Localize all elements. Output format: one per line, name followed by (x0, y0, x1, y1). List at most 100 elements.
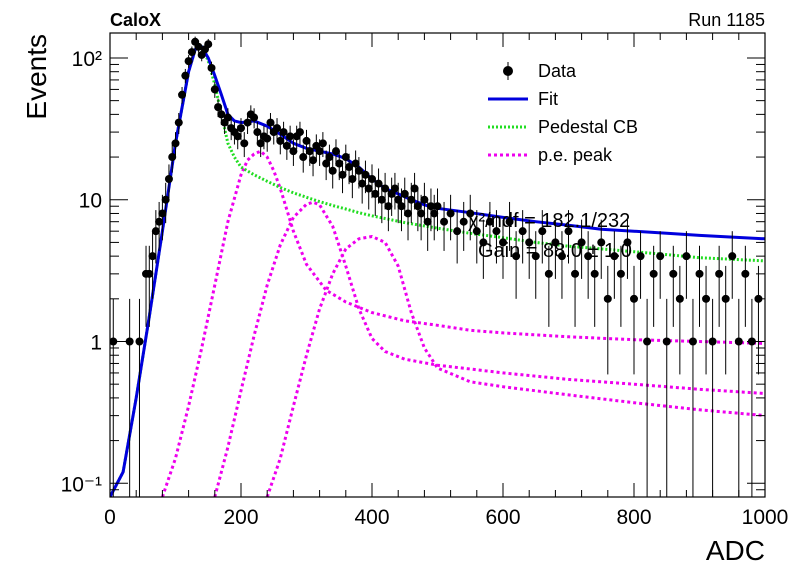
data-point (518, 210, 527, 264)
data-point (630, 265, 638, 375)
data-point (610, 231, 619, 299)
data-point (164, 164, 173, 199)
data-point (597, 219, 606, 279)
data-point (223, 108, 232, 129)
data-point (433, 188, 442, 232)
legend: Data Fit Pedestal CB p.e. peak (488, 61, 638, 165)
data-point (656, 231, 665, 299)
data-point (184, 55, 193, 68)
data-point (210, 81, 219, 98)
legend-marker (503, 66, 513, 76)
data-point (499, 219, 507, 279)
data-point (702, 265, 711, 375)
data-point (253, 121, 262, 145)
data-point (675, 265, 684, 375)
data-point (715, 245, 724, 327)
y-tick-label: 10 (79, 190, 102, 213)
series-p-e-peak-2 (213, 200, 765, 497)
data-point (155, 201, 164, 251)
data-point (525, 219, 534, 279)
data-point (273, 118, 282, 141)
data-point (623, 219, 632, 279)
data-point (204, 38, 213, 50)
data-point (688, 298, 697, 497)
data-point (754, 265, 763, 375)
data-point (279, 121, 288, 145)
data-point (734, 298, 743, 497)
data-point (446, 194, 455, 241)
data-point (682, 231, 691, 299)
data-point (721, 265, 730, 375)
data-point (305, 139, 314, 166)
x-axis-title: ADC (706, 535, 765, 566)
data-point (187, 46, 196, 59)
data-point (233, 125, 242, 150)
data-point (603, 265, 612, 375)
data-point (158, 194, 167, 241)
data-point (492, 210, 501, 264)
y-axis-title: Events (21, 34, 52, 120)
data-point (557, 231, 566, 299)
data-point (662, 298, 671, 497)
data-point (207, 61, 216, 76)
legend-item: p.e. peak (488, 145, 613, 165)
data-point (544, 245, 553, 327)
data-point (263, 127, 272, 152)
x-tick-label: 1000 (742, 506, 789, 529)
legend-label: p.e. peak (538, 145, 613, 165)
data-point (669, 245, 678, 327)
data-point (171, 132, 180, 158)
data-point (168, 144, 177, 173)
data-point (125, 298, 134, 497)
data-point (394, 182, 403, 224)
run-label: Run 1185 (688, 10, 765, 30)
data-point (148, 231, 157, 299)
data-point (174, 112, 183, 134)
data-point (237, 118, 245, 141)
data-point (289, 139, 298, 166)
data-point (564, 210, 573, 264)
data-point (643, 298, 652, 497)
data-point (400, 177, 409, 216)
series-p-e-peak (160, 149, 765, 497)
data-point (584, 231, 593, 299)
data-point (381, 172, 390, 210)
data-point (426, 188, 435, 232)
data-point (420, 182, 429, 224)
gain-annotation: Gain = 88.0 ± 1.0 (478, 240, 632, 262)
legend-item: Data (503, 61, 577, 81)
experiment-label: CaloX (110, 10, 161, 30)
legend-label: Fit (538, 89, 558, 109)
data-point (413, 188, 422, 232)
data-point (708, 298, 717, 497)
data-point (430, 194, 439, 241)
data-point (466, 194, 475, 241)
x-tick-label: 200 (223, 506, 258, 529)
data-point (741, 245, 750, 327)
data-point (299, 144, 308, 173)
data-point (505, 201, 514, 251)
data-point (551, 219, 560, 279)
data-point (328, 157, 337, 189)
data-point (479, 219, 488, 279)
legend-item: Pedestal CB (488, 117, 638, 137)
data-point (135, 298, 144, 497)
data-point (309, 147, 318, 177)
data-point (302, 129, 311, 155)
data-point (695, 245, 704, 327)
axes-layer: 0 200 400 600 800 1000 10⁻¹ 1 10 10² (61, 33, 789, 529)
data-point (453, 210, 462, 264)
plot-frame (109, 32, 766, 498)
data-point (590, 245, 599, 327)
data-point (485, 201, 494, 251)
data-point (145, 245, 154, 327)
x-tick-label: 800 (616, 506, 651, 529)
data-point (178, 86, 187, 104)
data-point (636, 231, 645, 299)
y-tick-label: 10² (72, 48, 102, 71)
data-point (181, 68, 190, 84)
legend-label: Data (538, 61, 577, 81)
chi2-annotation: χ²/ndf = 182.1/232 (468, 210, 630, 232)
data-point (571, 245, 580, 327)
